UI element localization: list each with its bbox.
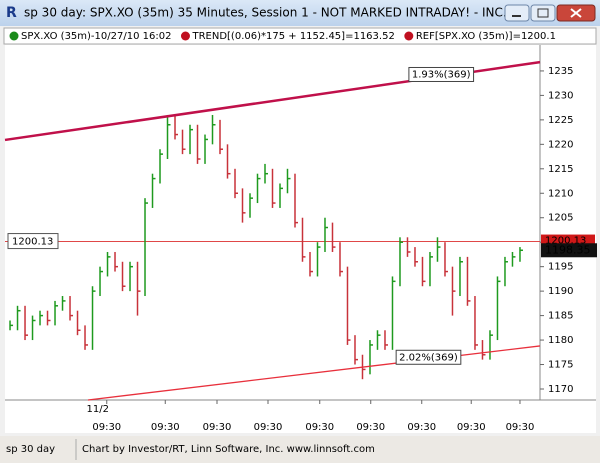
last-price-box [541, 243, 597, 258]
legend-bar [3, 27, 597, 45]
window-title: sp 30 day: SPX.XO (35m) 35 Minutes, Sess… [24, 6, 514, 20]
y-tick-label: 1205 [548, 213, 573, 224]
y-tick-label: 1175 [548, 360, 573, 371]
status-text: sp 30 day [6, 444, 55, 455]
x-tick-label: 09:30 [92, 422, 121, 433]
y-tick-label: 1170 [548, 384, 573, 395]
trend-line [87, 345, 541, 401]
y-tick-label: 1190 [548, 286, 573, 297]
y-tick-label: 1180 [548, 335, 573, 346]
x-tick-label: 09:30 [356, 422, 385, 433]
legend-dot [9, 31, 19, 41]
legend-entry: REF[SPX.XO (35m)]=1200.1 [416, 31, 556, 42]
x-axis-area [5, 400, 596, 433]
x-tick-label: 09:30 [151, 422, 180, 433]
minimize-button[interactable] [504, 4, 530, 22]
y-tick-label: 1220 [548, 139, 573, 150]
y-tick-label: 1215 [548, 164, 573, 175]
last-price-label: 1198.35 [545, 243, 591, 256]
y-tick-label: 1225 [548, 115, 573, 126]
title-bar [0, 0, 600, 26]
legend-entry: TREND[(0.06)*175 + 1152.45]=1163.52 [191, 31, 394, 42]
status-bar [0, 436, 600, 463]
y-tick-label: 1230 [548, 90, 573, 101]
trend-label: 1.93%(369) [412, 69, 471, 80]
status-text: Chart by Investor/RT, Linn Software, Inc… [82, 444, 375, 455]
y-axis-area [540, 45, 596, 400]
x-tick-label: 09:30 [254, 422, 283, 433]
close-icon [570, 8, 582, 18]
legend-entry: SPX.XO (35m)-10/27/10 16:02 [21, 31, 171, 42]
reference-label: 1200.13 [12, 237, 53, 248]
maximize-icon [537, 8, 549, 18]
trend-label-box [395, 349, 462, 365]
y-tick-label: 1210 [548, 188, 573, 199]
legend-dot [180, 31, 190, 41]
plot-area [5, 45, 540, 400]
y-tick-label: 1235 [548, 66, 573, 77]
date-label: 11/2 [87, 404, 109, 415]
reference-label-box [7, 233, 59, 250]
x-tick-label: 09:30 [305, 422, 334, 433]
trend-label-box [408, 66, 475, 82]
x-tick-label: 09:30 [203, 422, 232, 433]
x-tick-label: 09:30 [457, 422, 486, 433]
y-tick-label: 1185 [548, 311, 573, 322]
y-tick-label: 1195 [548, 262, 573, 273]
maximize-button[interactable] [530, 4, 556, 22]
app-icon: R [6, 5, 17, 21]
reference-axis-label: 1200.13 [545, 236, 586, 247]
legend-dot [404, 31, 414, 41]
trend-label: 2.02%(369) [399, 352, 458, 363]
x-tick-label: 09:30 [407, 422, 436, 433]
x-tick-label: 09:30 [506, 422, 535, 433]
